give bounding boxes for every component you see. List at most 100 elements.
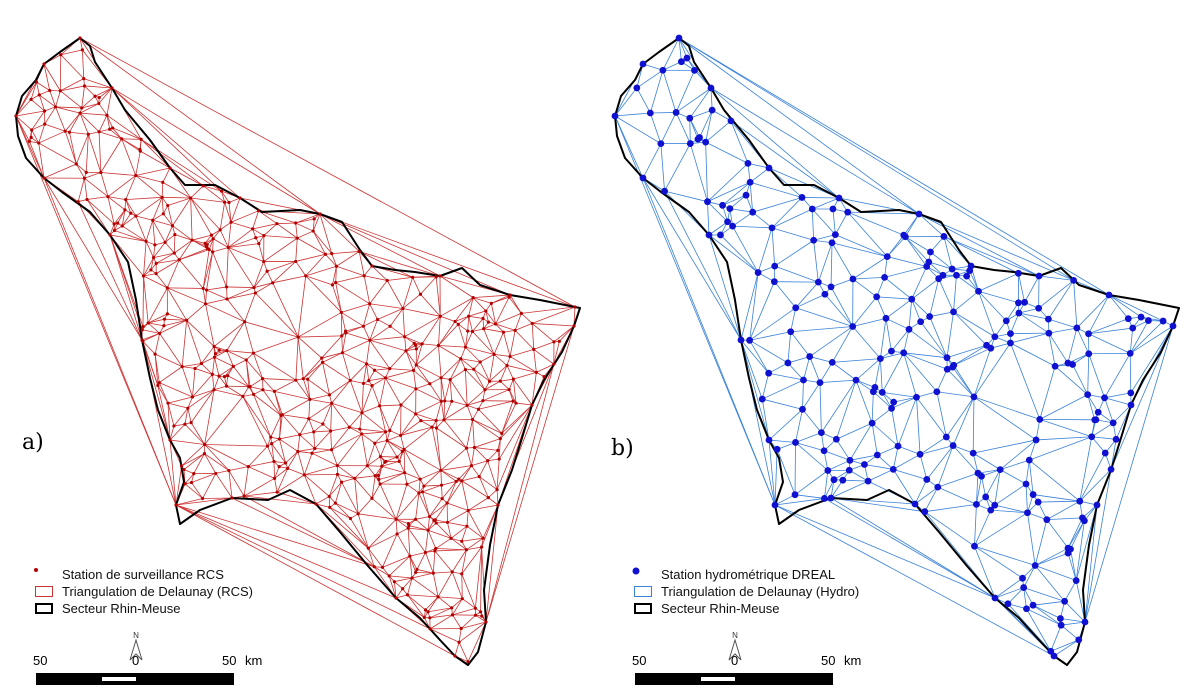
- triangulation-edge: [974, 546, 996, 599]
- station-point: [454, 479, 458, 483]
- triangulation-edge: [341, 335, 343, 353]
- triangulation-edge: [100, 172, 136, 176]
- station-point: [460, 539, 464, 543]
- station-point: [368, 302, 372, 306]
- station-point: [378, 454, 383, 459]
- triangulation-edge: [409, 556, 413, 579]
- triangulation-edge: [38, 142, 77, 165]
- sector-box-icon: [631, 603, 655, 614]
- station-point: [398, 433, 403, 438]
- station-point: [513, 328, 517, 332]
- triangulation-edge: [218, 366, 234, 377]
- triangulation-edge: [148, 318, 165, 324]
- triangulation-edge: [774, 504, 1055, 657]
- triangulation-edge: [181, 453, 205, 467]
- station-point: [78, 111, 82, 115]
- triangulation-edge: [274, 379, 297, 392]
- triangulation-edge: [349, 412, 363, 428]
- station-point: [29, 97, 33, 101]
- triangulation-edge: [908, 328, 948, 358]
- station-point: [294, 259, 298, 264]
- triangulation-edge: [304, 465, 338, 476]
- station-point: [500, 431, 504, 435]
- station-point: [330, 283, 335, 287]
- triangulation-edge: [493, 354, 508, 366]
- triangulation-edge: [689, 118, 700, 138]
- triangulation-edge: [450, 537, 462, 542]
- station-point: [189, 421, 193, 425]
- station-point: [173, 233, 177, 237]
- triangulation-edge: [415, 519, 429, 531]
- station-point: [222, 375, 227, 379]
- station-point: [484, 309, 488, 313]
- triangulation-edge: [178, 239, 193, 260]
- station-point: [231, 364, 235, 369]
- triangulation-edge: [166, 259, 180, 289]
- triangulation-edge: [461, 480, 469, 511]
- triangulation-edge: [332, 266, 337, 285]
- triangulation-edge: [503, 329, 516, 333]
- triangulation-edge: [485, 310, 496, 325]
- triangulation-edge: [212, 251, 227, 288]
- triangulation-edge: [836, 439, 851, 461]
- station-point: [746, 178, 754, 186]
- station-point: [243, 320, 247, 324]
- triangulation-edge: [371, 483, 381, 499]
- station-point: [726, 205, 734, 213]
- triangulation-edge: [699, 109, 713, 138]
- triangulation-edge: [109, 234, 143, 341]
- station-point: [646, 109, 654, 117]
- station-point: [1072, 577, 1080, 584]
- triangulation-edge: [394, 581, 397, 599]
- triangulation-edge: [371, 385, 380, 406]
- triangulation-edge: [708, 221, 728, 236]
- triangulation-edge: [319, 213, 441, 277]
- triangulation-edge: [438, 596, 463, 600]
- triangulation-edge: [87, 134, 102, 173]
- triangulation-edge: [824, 470, 829, 499]
- station-point: [821, 290, 829, 298]
- triangulation-edge: [374, 368, 390, 371]
- triangulation-edge: [425, 530, 429, 553]
- triangulation-edge: [325, 253, 337, 267]
- triangulation-edge: [295, 337, 299, 381]
- triangulation-edge: [319, 213, 511, 296]
- station-point: [442, 418, 446, 422]
- triangulation-edge: [1087, 394, 1096, 420]
- triangulation-edge: [191, 482, 203, 499]
- triangulation-edge: [315, 503, 369, 549]
- triangulation-edge: [427, 522, 437, 531]
- triangulation-edge: [94, 87, 113, 97]
- station-point: [1127, 389, 1135, 397]
- triangulation-edge: [358, 513, 397, 520]
- triangulation-edge: [482, 389, 510, 402]
- station-point: [253, 291, 257, 295]
- station-point: [58, 89, 62, 93]
- station-point: [890, 398, 898, 406]
- triangulation-edge: [446, 480, 463, 504]
- triangulation-edge: [253, 352, 297, 381]
- triangulation-edge: [776, 449, 796, 495]
- triangulation-edge: [438, 345, 461, 360]
- station-point: [154, 272, 158, 276]
- station-point: [1076, 497, 1084, 505]
- triangulation-edge: [452, 607, 476, 616]
- triangulation-edge: [1140, 316, 1164, 322]
- station-point: [1025, 456, 1033, 464]
- station-point: [467, 314, 471, 318]
- station-point: [1088, 433, 1096, 441]
- triangulation-edge: [440, 315, 456, 322]
- station-point: [1029, 601, 1037, 609]
- triangulation-edge: [164, 225, 173, 243]
- triangulation-edge: [369, 339, 391, 369]
- triangulation-edge: [227, 292, 256, 300]
- triangulation-edge: [367, 456, 381, 467]
- station-point: [983, 341, 990, 349]
- station-point: [476, 407, 481, 411]
- triangulation-edge: [167, 205, 173, 226]
- triangulation-edge: [973, 439, 1037, 454]
- triangulation-edge: [689, 109, 713, 119]
- station-point: [27, 139, 32, 143]
- station-point: [399, 403, 403, 407]
- triangulation-edge: [395, 518, 409, 524]
